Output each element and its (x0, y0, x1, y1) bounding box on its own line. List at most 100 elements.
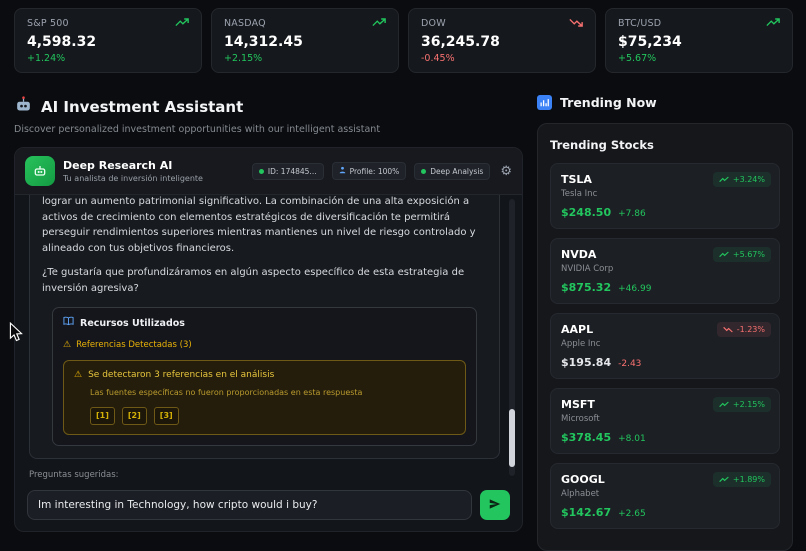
stock-price: $378.45 (561, 431, 612, 444)
chat-input-bar (15, 482, 522, 531)
ticker-value: $75,234 (618, 34, 682, 50)
trend-up-icon (372, 18, 386, 27)
stock-percent-badge: -1.23% (716, 322, 771, 337)
message-input[interactable] (27, 490, 472, 520)
trend-up-icon (719, 251, 729, 258)
scrollbar-thumb[interactable] (509, 409, 515, 467)
person-icon (339, 166, 346, 176)
stock-item-googl[interactable]: GOOGL Alphabet $142.67 +2.65 +1.89% (550, 463, 780, 529)
green-dot-icon (421, 168, 427, 174)
stock-name: Alphabet (561, 489, 600, 499)
assistant-section: AI Investment Assistant Discover persona… (14, 95, 523, 538)
stock-name: Apple Inc (561, 339, 601, 349)
send-button[interactable] (480, 490, 510, 520)
panel-title: Trending Stocks (550, 138, 654, 152)
message-paragraph: ¿Te gustaría que profundizáramos en algú… (42, 267, 465, 294)
ticker-symbol: S&P 500 (27, 18, 69, 29)
chat-header: Deep Research AI Tu analista de inversió… (15, 148, 522, 195)
trend-up-icon (719, 176, 729, 183)
stock-change: -2.43 (618, 359, 642, 369)
reference-chip[interactable]: [1] (90, 406, 115, 426)
paper-plane-icon (488, 497, 502, 514)
deep-analysis-badge: Deep Analysis (414, 162, 491, 180)
trend-up-icon (719, 476, 729, 483)
suggestions-label: Preguntas sugeridas: (29, 470, 119, 481)
stock-symbol: TSLA (561, 173, 592, 186)
stock-percent-badge: +3.24% (712, 172, 771, 187)
bot-name: Deep Research AI (63, 159, 173, 172)
book-icon (63, 316, 74, 332)
green-dot-icon (258, 168, 264, 174)
stock-percent-badge: +5.67% (712, 247, 771, 262)
ticker-change: +5.67% (618, 53, 657, 64)
dashboard-page: S&P 500 4,598.32 +1.24% NASDAQ 14,312.45… (14, 8, 793, 551)
bot-avatar (25, 156, 55, 186)
ticker-card-dow: DOW 36,245.78 -0.45% (408, 8, 596, 73)
stock-percent-badge: +1.89% (712, 472, 771, 487)
profile-badge: Profile: 100% (331, 162, 407, 180)
reference-chip[interactable]: [2] (121, 406, 147, 426)
stock-item-nvda[interactable]: NVDA NVIDIA Corp $875.32 +46.99 +5.67% (550, 238, 780, 304)
stock-price: $142.67 (561, 506, 612, 519)
bot-message: lograr un aumento patrimonial significat… (29, 195, 500, 460)
stock-symbol: GOOGL (561, 473, 605, 486)
stock-change: +46.99 (618, 284, 652, 294)
stock-name: NVIDIA Corp (561, 264, 614, 274)
gear-icon[interactable]: ⚙ (500, 163, 512, 179)
stock-change: +8.01 (618, 434, 646, 444)
market-ticker-row: S&P 500 4,598.32 +1.24% NASDAQ 14,312.45… (14, 8, 793, 73)
stock-price: $248.50 (561, 206, 612, 219)
bot-subtitle: Tu analista de inversión inteligente (63, 174, 203, 183)
stock-symbol: NVDA (561, 248, 597, 261)
stock-item-msft[interactable]: MSFT Microsoft $378.45 +8.01 +2.15% (550, 388, 780, 454)
stock-symbol: AAPL (561, 323, 594, 336)
stock-name: Tesla Inc (561, 189, 598, 199)
ticker-symbol: BTC/USD (618, 18, 662, 29)
stock-item-tsla[interactable]: TSLA Tesla Inc $248.50 +7.86 +3.24% (550, 163, 780, 229)
ticker-change: -0.45% (421, 53, 455, 64)
warning-title: Se detectaron 3 referencias en el anális… (88, 369, 275, 380)
trending-title: Trending Now (560, 95, 657, 110)
stock-price: $875.32 (561, 281, 612, 294)
ticker-value: 36,245.78 (421, 34, 500, 50)
reference-chip[interactable]: [3] (153, 406, 179, 426)
robot-icon (14, 95, 33, 118)
message-paragraph: lograr un aumento patrimonial significat… (42, 196, 476, 254)
trending-stocks-panel: Trending Stocks TSLA Tesla Inc $248.50 +… (537, 123, 793, 551)
trending-section: Trending Now Trending Stocks TSLA Tesla … (537, 95, 793, 551)
ticker-value: 14,312.45 (224, 34, 303, 50)
page-subtitle: Discover personalized investment opportu… (14, 124, 381, 135)
stock-price: $195.84 (561, 356, 612, 369)
trend-up-icon (719, 401, 729, 408)
warning-note: Las fuentes específicas no fueron propor… (90, 387, 363, 397)
ticker-card-sp500: S&P 500 4,598.32 +1.24% (14, 8, 202, 73)
ticker-symbol: DOW (421, 18, 446, 29)
ticker-card-btcusd: BTC/USD $75,234 +5.67% (605, 8, 793, 73)
stock-change: +7.86 (618, 209, 646, 219)
stock-item-aapl[interactable]: AAPL Apple Inc $195.84 -2.43 -1.23% (550, 313, 780, 379)
warning-icon: ⚠ (63, 339, 72, 350)
stock-percent-badge: +2.15% (712, 397, 771, 412)
page-title: AI Investment Assistant (41, 97, 244, 116)
chat-scrollbar[interactable] (509, 199, 515, 476)
chat-panel: Deep Research AI Tu analista de inversió… (14, 147, 523, 532)
stock-name: Microsoft (561, 414, 600, 424)
chat-messages: lograr un aumento patrimonial significat… (15, 195, 522, 482)
trend-down-icon (722, 326, 733, 333)
chart-icon (537, 95, 552, 110)
session-id-badge: ID: 174845... (251, 162, 324, 180)
references-label: Referencias Detectadas (3) (76, 340, 192, 351)
ticker-change: +2.15% (224, 53, 263, 64)
resources-box: Recursos Utilizados ⚠ Referencias Detect… (52, 307, 477, 447)
ticker-symbol: NASDAQ (224, 18, 266, 29)
ticker-card-nasdaq: NASDAQ 14,312.45 +2.15% (211, 8, 399, 73)
ticker-change: +1.24% (27, 53, 66, 64)
warning-icon: ⚠ (74, 369, 83, 380)
references-warning-box: ⚠ Se detectaron 3 referencias en el anál… (63, 359, 466, 436)
trend-up-icon (175, 18, 189, 27)
ticker-value: 4,598.32 (27, 34, 97, 50)
trend-down-icon (569, 18, 583, 27)
resources-title: Recursos Utilizados (80, 317, 185, 329)
stock-symbol: MSFT (561, 398, 595, 411)
trend-up-icon (766, 18, 780, 27)
